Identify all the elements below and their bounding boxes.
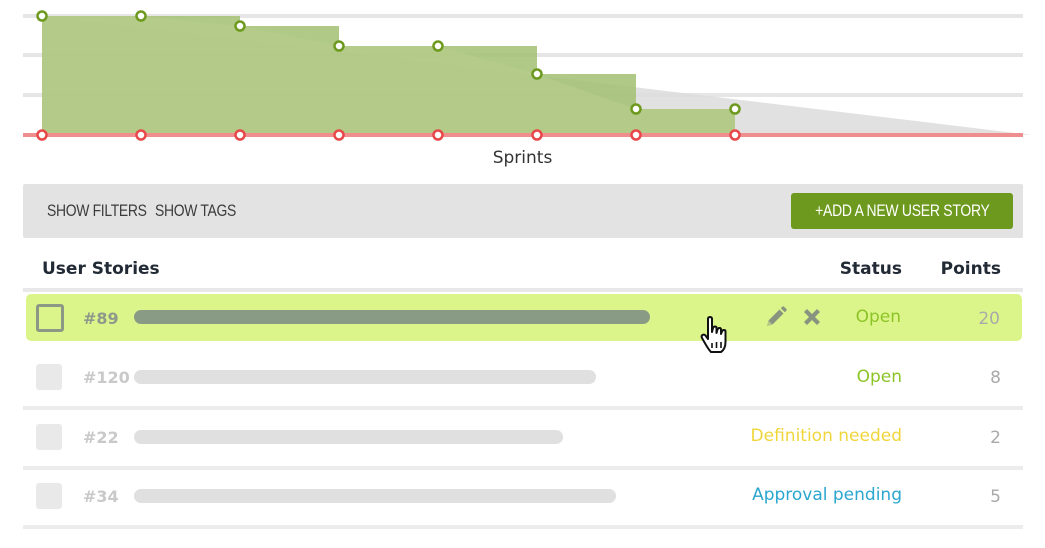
story-status: Approval pending [752,485,902,505]
close-icon[interactable] [801,306,823,333]
x-axis-label: Sprints [492,148,553,168]
header-user-stories[interactable]: User Stories [42,259,160,279]
backlog-toolbar: SHOW FILTERS SHOW TAGS +ADD A NEW USER S… [23,184,1023,238]
row-checkbox[interactable] [36,364,62,390]
header-points[interactable]: Points [940,259,1001,279]
baseline-marker [432,129,444,141]
row-checkbox[interactable] [36,304,64,332]
baseline-marker [234,129,246,141]
story-status: Definition needed [750,426,902,446]
burndown-chart [23,10,1032,141]
story-title-placeholder[interactable] [134,430,563,444]
story-id[interactable]: #120 [83,368,130,387]
row-checkbox[interactable] [36,424,62,450]
pencil-icon[interactable] [764,305,788,334]
story-id[interactable]: #89 [83,309,119,328]
remaining-points-marker [531,68,543,80]
story-row[interactable]: #34 Approval pending 5 [23,469,1023,529]
baseline-marker [630,129,642,141]
story-points: 8 [990,368,1001,388]
remaining-points-marker [36,10,48,22]
baseline-marker [333,129,345,141]
story-id[interactable]: #22 [83,428,119,447]
remaining-points-marker [729,103,741,115]
table-header: User Stories Status Points [23,256,1023,292]
story-row[interactable]: #89 Open 20 [26,294,1022,341]
baseline-marker [531,129,543,141]
story-status: Open [855,307,901,327]
story-points: 20 [978,309,1000,329]
row-checkbox[interactable] [36,483,62,509]
baseline-marker [729,129,741,141]
story-points: 2 [990,428,1001,448]
baseline-marker [135,129,147,141]
remaining-points-marker [432,40,444,52]
story-title-placeholder[interactable] [134,310,650,324]
story-row[interactable]: #120 Open 8 [23,350,1023,410]
remaining-points-marker [630,103,642,115]
add-user-story-button[interactable]: +ADD A NEW USER STORY [791,193,1013,229]
story-title-placeholder[interactable] [134,489,616,503]
header-status[interactable]: Status [839,259,902,279]
story-status: Open [856,367,902,387]
remaining-points-marker [234,20,246,32]
show-tags-link[interactable]: SHOW TAGS [155,201,236,220]
add-user-story-label: +ADD A NEW USER STORY [814,201,990,220]
story-title-placeholder[interactable] [134,370,596,384]
baseline-marker [36,129,48,141]
hand-pointer-icon [698,316,734,361]
remaining-points-marker [135,10,147,22]
remaining-points-marker [333,40,345,52]
show-filters-link[interactable]: SHOW FILTERS [47,201,147,220]
story-row[interactable]: #22 Definition needed 2 [23,410,1023,470]
projected-burndown-area [42,16,735,135]
story-points: 5 [990,487,1001,507]
story-id[interactable]: #34 [83,487,119,506]
